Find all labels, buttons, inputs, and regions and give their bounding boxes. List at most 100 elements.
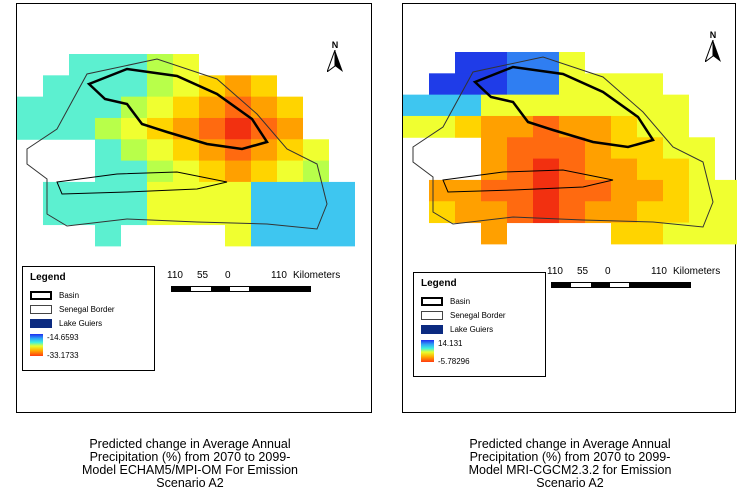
scale-unit: Kilometers xyxy=(293,270,341,281)
raster-cell xyxy=(663,158,689,181)
scale-label-110a: 110 xyxy=(167,270,183,281)
raster-cell xyxy=(121,139,147,162)
raster-cell xyxy=(715,201,737,224)
scale-bar xyxy=(551,282,691,288)
raster-cell xyxy=(303,139,329,162)
raster-cell xyxy=(277,160,303,183)
color-ramp xyxy=(421,340,434,362)
raster-cell xyxy=(533,73,559,96)
raster-cell xyxy=(121,203,147,226)
precipitation-map-right xyxy=(403,52,737,245)
north-arrow: N xyxy=(323,40,347,76)
raster-cell xyxy=(147,160,173,183)
raster-cell xyxy=(277,203,303,226)
raster-cell xyxy=(225,203,251,226)
raster-cell xyxy=(121,96,147,119)
raster-cell xyxy=(611,222,637,245)
raster-cell xyxy=(17,117,43,140)
border-swatch xyxy=(421,311,443,320)
raster-cell xyxy=(533,94,559,117)
raster-cell xyxy=(251,96,277,119)
raster-cell xyxy=(455,201,481,224)
raster-cell xyxy=(277,117,303,140)
raster-cell xyxy=(481,201,507,224)
raster-cell xyxy=(329,224,355,247)
ramp-min-label: -5.78296 xyxy=(438,357,470,366)
raster-cell xyxy=(69,181,95,204)
scale-label-110b: 110 xyxy=(651,266,667,277)
raster-cell xyxy=(303,181,329,204)
scale-bar xyxy=(171,286,311,292)
raster-cell xyxy=(277,224,303,247)
raster-cell xyxy=(481,52,507,74)
raster-cell xyxy=(481,137,507,160)
raster-cell xyxy=(611,179,637,202)
raster-cell xyxy=(121,160,147,183)
raster-cell xyxy=(277,181,303,204)
raster-cell xyxy=(199,203,225,226)
raster-cell xyxy=(251,75,277,98)
raster-cell xyxy=(429,73,455,96)
raster-cell xyxy=(585,73,611,96)
map-legend: Legend Basin Senegal Border Lake Guiers … xyxy=(22,266,155,371)
raster-cell xyxy=(637,94,663,117)
north-arrow-icon xyxy=(705,40,721,62)
raster-cell xyxy=(225,181,251,204)
raster-cell xyxy=(507,158,533,181)
lake-swatch xyxy=(30,319,52,328)
raster-cell xyxy=(329,181,355,204)
raster-cell xyxy=(95,75,121,98)
scale-label-0: 0 xyxy=(605,266,611,277)
raster-cell xyxy=(69,54,95,76)
raster-cell xyxy=(611,115,637,138)
raster-cell xyxy=(121,54,147,76)
map-panel-left: N 110 55 0 110 Kilometers Legend Basin S… xyxy=(16,3,372,413)
scale-label-55: 55 xyxy=(197,270,209,281)
raster-cell xyxy=(533,158,559,181)
raster-cell xyxy=(611,137,637,160)
raster-cell xyxy=(43,203,69,226)
map-legend: Legend Basin Senegal Border Lake Guiers … xyxy=(413,272,546,377)
legend-title: Legend xyxy=(30,272,66,283)
raster-cell xyxy=(403,115,429,138)
raster-cell xyxy=(637,158,663,181)
gambia-outline xyxy=(56,171,228,195)
raster-cell xyxy=(559,115,585,138)
basin-outline xyxy=(472,65,655,149)
raster-cell xyxy=(455,52,481,74)
raster-cell xyxy=(455,179,481,202)
raster-cell xyxy=(121,75,147,98)
ramp-max-label: -14.6593 xyxy=(47,333,79,342)
ramp-max-label: 14.131 xyxy=(438,339,463,348)
caption-line: Model MRI-CGCM2.3.2 for Emission xyxy=(468,463,672,477)
raster-cell xyxy=(481,222,507,245)
raster-cell xyxy=(69,75,95,98)
raster-cell xyxy=(689,179,715,202)
raster-cell xyxy=(43,181,69,204)
raster-cell xyxy=(251,181,277,204)
raster-cell xyxy=(663,179,689,202)
raster-cell xyxy=(507,52,533,74)
ramp-min-label: -33.1733 xyxy=(47,351,79,360)
basin-label: Basin xyxy=(59,291,80,300)
raster-cell xyxy=(17,96,43,119)
raster-cell xyxy=(225,224,251,247)
raster-cell xyxy=(559,179,585,202)
raster-cell xyxy=(715,179,737,202)
raster-cell xyxy=(173,203,199,226)
scale-label-55: 55 xyxy=(577,266,589,277)
caption-line: Scenario A2 xyxy=(536,476,604,490)
raster-cell xyxy=(663,94,689,117)
gambia-outline xyxy=(442,169,614,193)
raster-cell xyxy=(429,179,455,202)
scale-label-110b: 110 xyxy=(271,270,287,281)
raster-cell xyxy=(455,73,481,96)
raster-cell xyxy=(715,222,737,245)
raster-cell xyxy=(225,75,251,98)
raster-cell xyxy=(559,52,585,74)
raster-cell xyxy=(329,203,355,226)
north-arrow: N xyxy=(701,30,725,66)
raster-cell xyxy=(173,96,199,119)
lake-swatch xyxy=(421,325,443,334)
raster-cell xyxy=(429,115,455,138)
